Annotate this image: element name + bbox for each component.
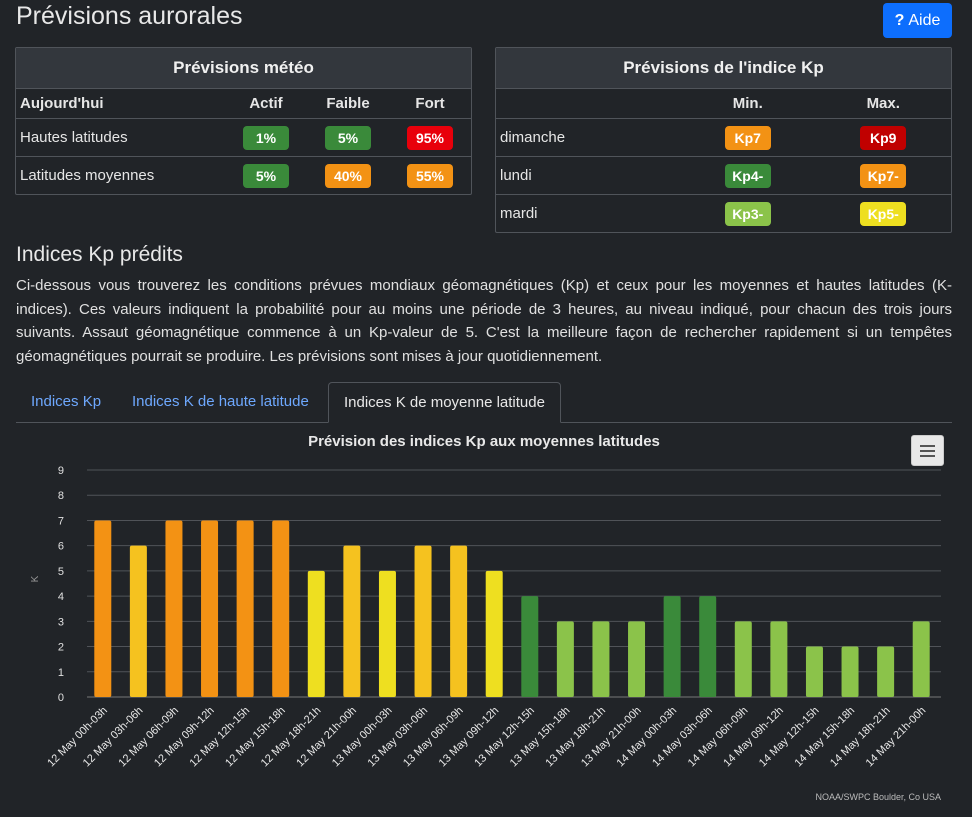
table-row: lundi Kp4- Kp7- [496, 156, 951, 195]
y-tick-label: 7 [58, 515, 64, 527]
chart-bar[interactable] [628, 621, 646, 697]
chart-bar[interactable] [521, 596, 539, 697]
y-tick-label: 0 [58, 692, 64, 704]
probability-badge: 40% [325, 163, 371, 188]
chart-bar[interactable] [663, 596, 681, 697]
chart-bar[interactable] [699, 596, 717, 697]
chart-bar[interactable] [307, 570, 325, 697]
tab-mid-latitude[interactable]: Indices K de moyenne latitude [328, 382, 561, 423]
chart-bar[interactable] [129, 545, 147, 697]
chart-bar[interactable] [770, 621, 788, 697]
kp-badge: Kp7 [724, 125, 771, 150]
question-icon: ? [894, 11, 905, 29]
table-row: mardi Kp3- Kp5- [496, 195, 951, 233]
table-header-row: Aujourd'hui Actif Faible Fort [16, 89, 471, 119]
row-label: Latitudes moyennes [20, 167, 155, 184]
weather-forecast-table: Aujourd'hui Actif Faible Fort Hautes lat… [16, 89, 471, 194]
weather-forecast-panel: Prévisions météo Aujourd'hui Actif Faibl… [15, 47, 472, 195]
chart-bar[interactable] [485, 570, 503, 697]
kp-forecast-table: Min. Max. dimanche Kp7 Kp9 lundi Kp4- Kp… [496, 89, 951, 232]
chart-bar[interactable] [450, 545, 468, 697]
probability-badge: 5% [325, 125, 371, 150]
chart-bar[interactable] [343, 545, 361, 697]
chart-menu-button[interactable] [911, 435, 944, 466]
column-header: Min. [680, 89, 816, 119]
y-tick-label: 6 [58, 541, 64, 553]
chart-bar[interactable] [236, 520, 254, 697]
row-label: dimanche [496, 118, 680, 157]
tab-bar: Indices Kp Indices K de haute latitude I… [16, 382, 952, 423]
chart-bar[interactable] [94, 520, 112, 697]
kp-forecast-panel: Prévisions de l'indice Kp Min. Max. dima… [495, 47, 952, 233]
column-header: Max. [815, 89, 951, 119]
y-tick-label: 9 [58, 465, 64, 477]
weather-forecast-title: Prévisions météo [16, 48, 471, 89]
y-tick-label: 2 [58, 642, 64, 654]
chart-credit: NOAA/SWPC Boulder, Co USA [815, 792, 941, 802]
table-row: Latitudes moyennes 5% 40% 55% [16, 157, 471, 195]
row-label: Hautes latitudes [16, 118, 225, 157]
chart-bar[interactable] [272, 520, 290, 697]
kp-forecast-title: Prévisions de l'indice Kp [496, 48, 951, 89]
chart-bar[interactable] [378, 570, 396, 697]
table-row: dimanche Kp7 Kp9 [496, 118, 951, 157]
tab-high-latitude[interactable]: Indices K de haute latitude [132, 393, 309, 410]
kp-badge: Kp9 [860, 125, 907, 150]
probability-badge: 55% [407, 163, 453, 188]
tab-kp-indices[interactable]: Indices Kp [31, 393, 102, 410]
y-tick-label: 8 [58, 490, 64, 502]
y-tick-label: 4 [58, 591, 64, 603]
kp-chart-container: Prévision des indices Kp aux moyennes la… [16, 422, 952, 807]
chart-bar[interactable] [734, 621, 752, 697]
probability-badge: 1% [243, 125, 289, 150]
menu-icon [920, 445, 935, 447]
row-label: mardi [500, 205, 538, 222]
section-description: Ci-dessous vous trouverez les conditions… [16, 277, 952, 365]
probability-badge: 95% [407, 125, 453, 150]
chart-bar[interactable] [165, 520, 183, 697]
chart-bar[interactable] [556, 621, 574, 697]
column-header: Faible [307, 89, 389, 119]
y-tick-label: 3 [58, 616, 64, 628]
x-tick-label: 12 May 00h-03h [45, 705, 110, 770]
table-header-row: Min. Max. [496, 89, 951, 119]
row-label: lundi [496, 156, 680, 195]
y-tick-label: 5 [58, 566, 64, 578]
kp-chart: Prévision des indices Kp aux moyennes la… [30, 433, 941, 802]
page-title: Prévisions aurorales [16, 2, 243, 30]
help-button[interactable]: ? Aide [883, 3, 952, 38]
chart-bar[interactable] [592, 621, 610, 697]
chart-bar[interactable] [805, 646, 823, 697]
help-button-label: Aide [908, 11, 941, 29]
probability-badge: 5% [243, 163, 289, 188]
kp-badge: Kp4- [724, 163, 771, 188]
chart-bar[interactable] [841, 646, 859, 697]
chart-bar[interactable] [877, 646, 895, 697]
table-row: Hautes latitudes 1% 5% 95% [16, 118, 471, 157]
chart-bar[interactable] [912, 621, 930, 697]
chart-bar[interactable] [414, 545, 432, 697]
kp-badge: Kp7- [860, 163, 907, 188]
chart-bar[interactable] [201, 520, 219, 697]
kp-badge: Kp5- [860, 201, 907, 226]
chart-title: Prévision des indices Kp aux moyennes la… [308, 433, 660, 450]
kp-badge: Kp3- [724, 201, 771, 226]
section-title: Indices Kp prédits [16, 243, 183, 266]
column-header [496, 89, 680, 119]
column-header: Aujourd'hui [16, 89, 225, 119]
y-tick-label: 1 [58, 667, 64, 679]
column-header: Actif [225, 89, 307, 119]
column-header: Fort [389, 89, 471, 119]
y-axis-label: K [30, 575, 41, 582]
